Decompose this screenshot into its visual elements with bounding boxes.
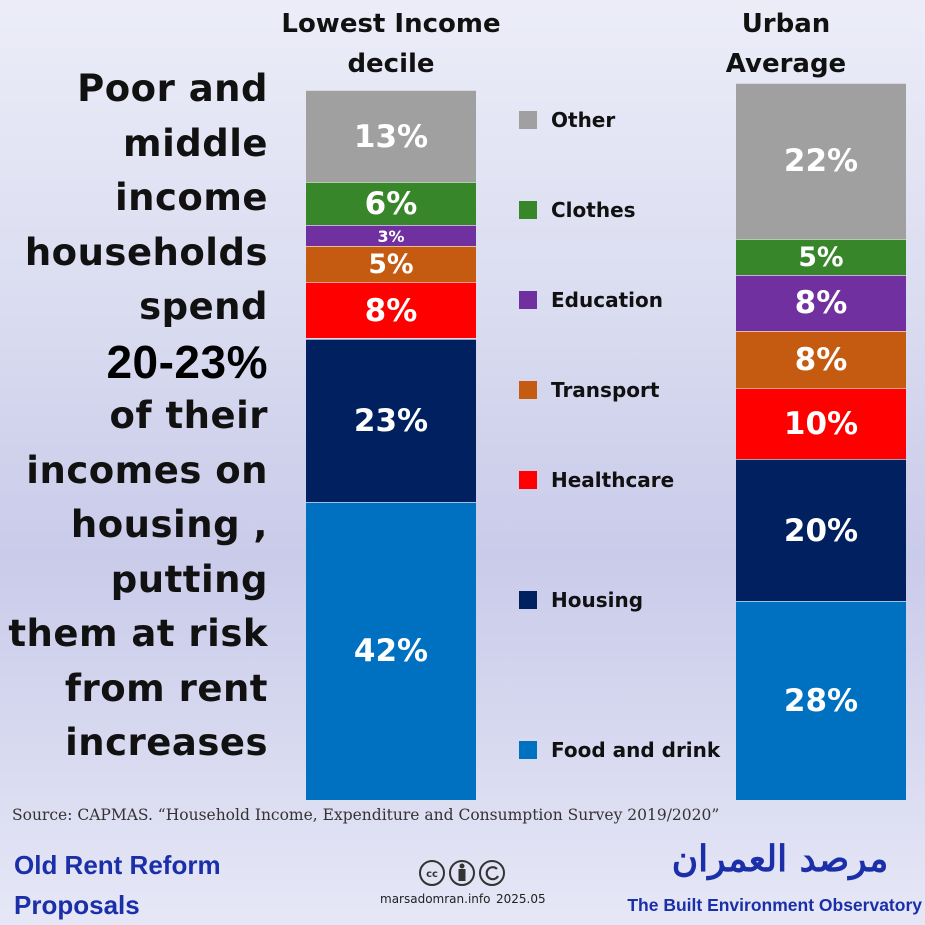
bar-segment: 8% — [736, 274, 906, 332]
value-label: 22% — [783, 143, 859, 180]
value-label: 10% — [783, 406, 859, 443]
org-english: The Built Environment Observatory — [627, 895, 922, 915]
legend-swatch — [519, 381, 537, 399]
bar-segment: 5% — [306, 246, 476, 282]
value-label: 8% — [794, 285, 848, 322]
series-title-text: Old Rent Reform Proposals — [14, 850, 221, 920]
headline-line: them at risk — [8, 612, 268, 655]
bar-segment: 20% — [736, 459, 906, 602]
value-label: 8% — [794, 342, 848, 379]
value-label: 5% — [798, 241, 844, 273]
date: 2025.05 — [496, 892, 546, 906]
headline-line: increases — [65, 721, 268, 764]
site: marsadomran.info — [380, 892, 491, 906]
bar-segment: 8% — [736, 331, 906, 389]
legend-entry: Education — [519, 288, 663, 312]
org-arabic: مرصد العمران — [671, 838, 889, 880]
legend-label: Housing — [551, 588, 644, 612]
legend-swatch — [519, 201, 537, 219]
bar-segment: 13% — [306, 90, 476, 183]
headline-line: housing , — [70, 503, 268, 546]
source: Source: CAPMAS. “Household Income, Expen… — [12, 806, 720, 824]
legend-entry: Transport — [519, 378, 659, 402]
headline-line: from rent — [64, 666, 268, 710]
value-label: 23% — [353, 402, 429, 439]
bar-segment: 28% — [736, 601, 906, 800]
bar-segment: 42% — [306, 501, 476, 800]
value-label: 3% — [377, 226, 405, 246]
headline-line: incomes on — [26, 448, 268, 492]
legend-entry: Housing — [519, 588, 643, 612]
legend-swatch — [519, 291, 537, 309]
headline-line: Poor and — [77, 67, 268, 110]
headline-line: middle — [123, 121, 268, 165]
bar-segment: 8% — [306, 281, 476, 339]
legend-label: Other — [551, 108, 616, 132]
legend-swatch — [519, 111, 537, 129]
headline: Poor and middle income households spend 20-23… — [0, 62, 268, 771]
category-label: Urban Average — [725, 9, 847, 79]
category-label: Lowest Income decile — [281, 9, 501, 79]
legend-label: Healthcare — [551, 468, 675, 492]
legend-swatch — [519, 471, 537, 489]
headline-line: households — [24, 230, 268, 274]
legend-entry: Clothes — [519, 198, 636, 222]
bar-segment: 3% — [306, 224, 476, 247]
headline-line: spend — [139, 285, 268, 328]
legend-swatch — [519, 741, 537, 759]
headline-highlight: 20-23% — [106, 335, 268, 388]
value-label: 13% — [353, 118, 429, 155]
value-label: 28% — [783, 683, 859, 720]
headline-line: income — [114, 176, 268, 219]
legend-label: Education — [551, 288, 663, 312]
value-label: 42% — [353, 633, 429, 670]
legend-label: Transport — [551, 378, 660, 402]
bar-segment: 6% — [306, 182, 476, 225]
value-label: 8% — [364, 292, 418, 329]
legend-label: Clothes — [551, 198, 636, 222]
legend-entry: Healthcare — [519, 468, 674, 492]
legend-entry: Food and drink — [519, 738, 720, 762]
bar-segment: 10% — [736, 388, 906, 460]
svg-text:cc: cc — [426, 869, 438, 880]
headline-line: of their — [109, 394, 268, 437]
legend-swatch — [519, 591, 537, 609]
bar-segment: 23% — [306, 338, 476, 502]
bar-segment: 5% — [736, 239, 906, 275]
bar-segment: 22% — [736, 82, 906, 240]
series-title: Old Rent Reform Proposals — [14, 845, 344, 925]
cc-icons: cc — [419, 860, 505, 886]
value-label: 5% — [368, 248, 414, 280]
legend-entry: Other — [519, 108, 615, 132]
legend-label: Food and drink — [551, 738, 721, 762]
value-label: 6% — [364, 186, 418, 223]
headline-line: putting — [110, 557, 268, 601]
value-label: 20% — [783, 512, 859, 549]
